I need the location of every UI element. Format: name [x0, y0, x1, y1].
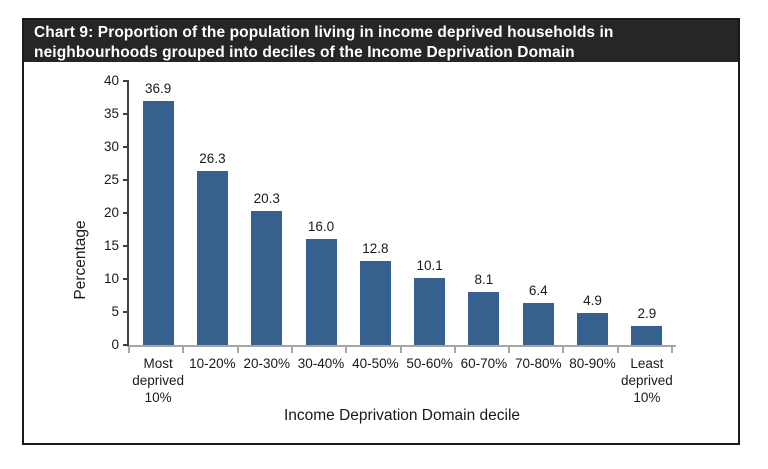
bar-value-label: 4.9	[583, 293, 602, 308]
bar-value-label: 6.4	[528, 283, 548, 298]
x-axis-tick	[671, 347, 673, 353]
bar	[196, 171, 228, 345]
y-tick-label: 20	[103, 205, 119, 220]
x-tick-label: 10-20%	[189, 356, 236, 371]
y-axis-title: Percentage	[72, 220, 89, 300]
bar-value-label: 12.8	[362, 241, 389, 256]
x-tick-label: Least deprived 10%	[620, 356, 673, 405]
x-tick-label: 80-90%	[569, 356, 616, 371]
x-axis-tick	[562, 347, 565, 353]
bar-value-label: 36.9	[145, 81, 172, 96]
x-tick-label: 50-60%	[406, 356, 453, 371]
chart-title-line-1: Chart 9: Proportion of the population li…	[34, 24, 614, 41]
x-tick-label: 70-80%	[514, 356, 562, 371]
chart-area: Percentage Income Deprivation Domain dec…	[24, 62, 738, 443]
y-tick-label: 0	[111, 337, 119, 352]
bar-value-label: 2.9	[637, 306, 657, 321]
y-tick-label: 5	[111, 304, 119, 319]
bar-value-label: 10.1	[416, 258, 443, 273]
x-axis-tick	[182, 347, 185, 353]
x-axis-tick	[508, 347, 511, 353]
bar	[305, 239, 337, 345]
bar	[359, 261, 391, 345]
x-tick-label: 60-70%	[460, 356, 508, 371]
x-axis-title: Income Deprivation Domain decile	[283, 407, 521, 424]
y-axis-tick	[123, 179, 129, 181]
bar	[468, 292, 500, 345]
y-axis-tick	[123, 80, 129, 82]
y-tick-label: 35	[103, 106, 119, 121]
x-tick-label: 20-30%	[243, 356, 291, 371]
x-axis-tick	[399, 347, 402, 353]
bar	[414, 278, 446, 345]
y-tick-label: 10	[103, 271, 119, 286]
y-axis-tick	[123, 212, 129, 214]
x-tick-label: Most deprived 10%	[132, 356, 185, 405]
y-tick-label: 30	[103, 139, 119, 154]
y-axis-tick	[123, 146, 129, 148]
chart-title-line-2: neighbourhoods grouped into deciles of t…	[34, 43, 575, 61]
chart-figure: Chart 9: Proportion of the population li…	[22, 18, 740, 445]
y-axis-tick	[123, 344, 129, 346]
y-axis-tick	[123, 311, 129, 313]
x-axis-tick	[453, 347, 456, 353]
x-axis-tick	[345, 347, 348, 353]
bar	[142, 101, 174, 345]
x-tick-label: 40-50%	[352, 356, 399, 371]
x-tick-label: 30-40%	[297, 356, 345, 371]
x-axis-line	[127, 345, 676, 347]
y-axis-line	[127, 81, 129, 347]
x-axis-tick	[616, 347, 619, 353]
bar	[577, 313, 609, 345]
y-axis-tick	[123, 245, 129, 247]
bar	[251, 211, 283, 345]
bar	[522, 303, 554, 345]
bar	[631, 326, 663, 345]
y-axis-tick	[123, 278, 129, 280]
bar-value-label: 20.3	[253, 191, 280, 206]
chart-title-bar: Chart 9: Proportion of the population li…	[24, 20, 738, 62]
bar-value-label: 26.3	[199, 151, 226, 166]
bar-value-label: 8.1	[474, 272, 494, 287]
y-axis-tick	[123, 113, 129, 115]
y-tick-label: 40	[103, 73, 119, 88]
y-tick-label: 25	[103, 172, 119, 187]
x-axis-tick	[290, 347, 293, 353]
y-tick-label: 15	[103, 238, 119, 253]
x-axis-tick	[236, 347, 239, 353]
bar-value-label: 16.0	[307, 219, 335, 234]
x-axis-tick	[128, 347, 130, 353]
